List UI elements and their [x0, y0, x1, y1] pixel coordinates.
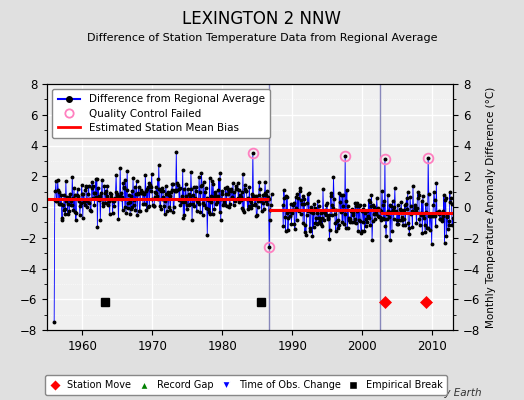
Text: LEXINGTON 2 NNW: LEXINGTON 2 NNW — [182, 10, 342, 28]
Text: Berkeley Earth: Berkeley Earth — [406, 388, 482, 398]
Legend: Difference from Regional Average, Quality Control Failed, Estimated Station Mean: Difference from Regional Average, Qualit… — [52, 89, 270, 138]
Legend: Station Move, Record Gap, Time of Obs. Change, Empirical Break: Station Move, Record Gap, Time of Obs. C… — [45, 376, 447, 395]
Text: Difference of Station Temperature Data from Regional Average: Difference of Station Temperature Data f… — [87, 33, 437, 43]
Y-axis label: Monthly Temperature Anomaly Difference (°C): Monthly Temperature Anomaly Difference (… — [486, 86, 496, 328]
